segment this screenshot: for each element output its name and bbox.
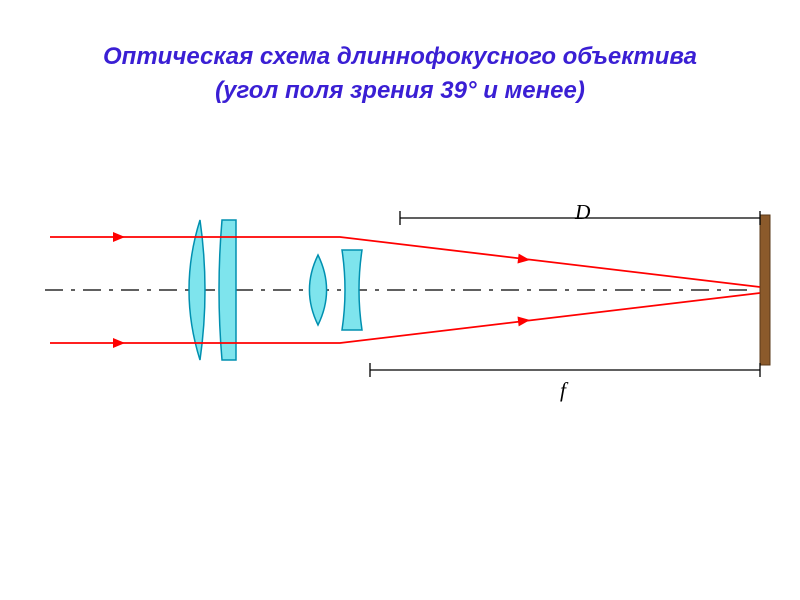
ray-arrow: [517, 315, 530, 326]
ray-arrow: [517, 254, 530, 265]
dimension-label-f: f: [560, 378, 566, 403]
dimension-label-D: D: [575, 200, 590, 225]
ray-top: [50, 237, 760, 287]
lens-1-back: [219, 220, 236, 360]
ray-bottom: [50, 293, 760, 343]
lens-2-concave: [342, 250, 362, 330]
image-plane: [760, 215, 770, 365]
ray-arrow: [113, 232, 125, 242]
ray-arrow: [113, 338, 125, 348]
optical-diagram: [0, 0, 800, 600]
lens-1-front: [189, 220, 205, 360]
lens-2-convex: [309, 255, 326, 325]
